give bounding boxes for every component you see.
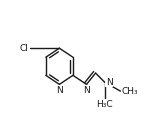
Text: H₃C: H₃C [96, 100, 113, 109]
Text: N: N [106, 78, 113, 87]
Text: N: N [83, 86, 90, 94]
Text: N: N [56, 86, 63, 94]
Text: CH₃: CH₃ [122, 87, 138, 96]
Text: Cl: Cl [20, 44, 29, 53]
